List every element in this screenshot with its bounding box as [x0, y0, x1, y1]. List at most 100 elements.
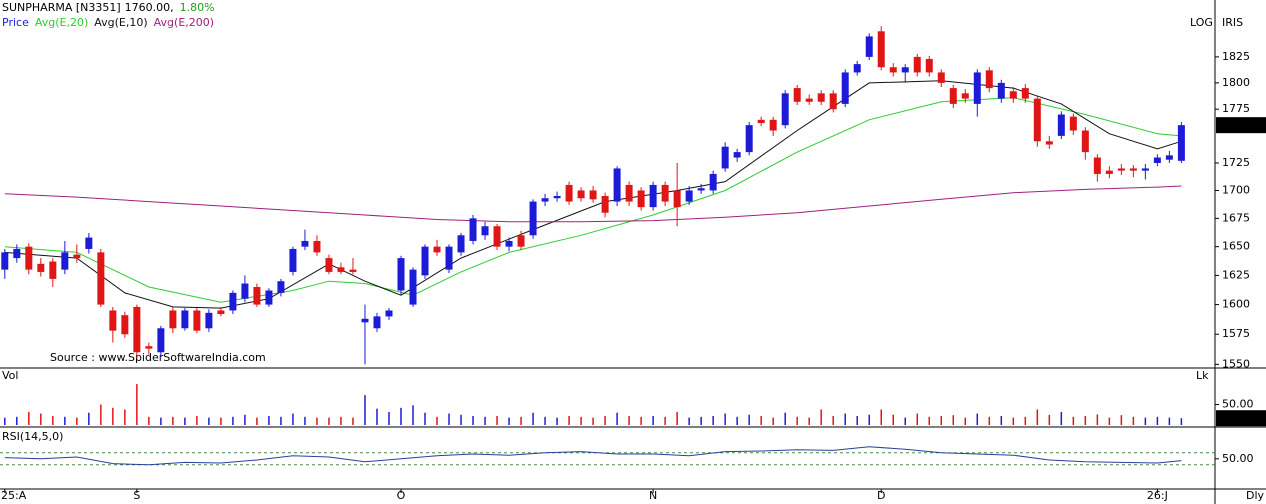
candle-body [541, 198, 549, 202]
last-volume-tag [1216, 410, 1266, 427]
candle-body [1045, 141, 1053, 145]
candle-body [985, 70, 993, 89]
candle-body [1093, 157, 1101, 174]
candle-body [781, 93, 789, 126]
y-tick-label: 1625 [1222, 268, 1250, 281]
candle-body [493, 226, 501, 247]
candle-body [457, 235, 465, 253]
candle-body [1021, 88, 1029, 99]
candle-body [409, 269, 417, 305]
candle-body [961, 93, 969, 99]
candle-body [733, 152, 741, 158]
rsi-line [4, 446, 1182, 466]
candle-body [445, 246, 453, 270]
y-tick-label: 1800 [1222, 76, 1250, 89]
candle-body [289, 248, 297, 272]
candle-body [397, 258, 405, 291]
candle-body [805, 98, 813, 102]
candle-body [697, 188, 705, 191]
candle-body [229, 292, 237, 311]
last-volume-label: 16.59 [1219, 412, 1251, 425]
legend-entry: Avg(E,10) [94, 16, 147, 29]
x-tick-label: N [649, 489, 657, 502]
candle-body [793, 88, 801, 102]
candle-body [49, 261, 57, 279]
candle-body [1069, 116, 1077, 131]
candle-body [661, 184, 669, 202]
legend-entry: Avg(E,200) [154, 16, 214, 29]
candle-body [673, 190, 681, 208]
candle-body [1057, 114, 1065, 136]
candle-body [253, 287, 261, 305]
candle-body [265, 290, 273, 305]
candle-body [1033, 98, 1041, 142]
period-label: Dly [1246, 489, 1265, 502]
candle-body [685, 190, 693, 202]
last-price-label: 1760.00 [1219, 119, 1265, 132]
symbol: SUNPHARMA [N3351] [2, 1, 121, 14]
panel-label: Vol [2, 369, 18, 382]
candle-body [565, 184, 573, 202]
x-tick-label: S [133, 489, 140, 502]
candle-body [61, 252, 69, 270]
price: 1760.00, [125, 1, 174, 14]
candle-body [373, 316, 381, 329]
candle-body [1165, 155, 1173, 160]
y-tick-label: 1825 [1222, 50, 1250, 63]
candle-body [1081, 130, 1089, 153]
x-tick-label: O [397, 489, 406, 502]
candle-body [877, 31, 885, 68]
candle-body [121, 315, 129, 335]
y-tick-label: 1600 [1222, 298, 1250, 311]
candle-body [973, 72, 981, 104]
y-tick-label: 1700 [1222, 183, 1250, 196]
candle-body [709, 173, 717, 191]
candle-body [589, 190, 597, 200]
y-tick-label: 1575 [1222, 327, 1250, 340]
moving-average [4, 185, 1182, 223]
y-tick-label: 50.00 [1222, 452, 1254, 465]
candle-body [1, 252, 9, 270]
candle-body [181, 310, 189, 329]
candle-body [889, 67, 897, 73]
y-tick-label: 1775 [1222, 102, 1250, 115]
x-tick-label: 25:A [1, 489, 27, 502]
y-tick-label: 1725 [1222, 156, 1250, 169]
candle-body [769, 119, 777, 131]
candle-body [109, 310, 117, 331]
y-tick-label: 1650 [1222, 240, 1250, 253]
candle-body [13, 248, 21, 259]
candle-body [829, 93, 837, 110]
candle-body [205, 312, 213, 329]
candle-body [553, 196, 561, 199]
candle-body [505, 240, 513, 247]
candle-body [901, 67, 909, 73]
candle-body [1117, 168, 1125, 171]
candle-body [517, 235, 525, 247]
panel-label: RSI(14,5,0) [2, 430, 63, 443]
chart-header: SUNPHARMA [N3351] 1760.00, 1.80% [2, 1, 215, 14]
change: 1.80% [180, 1, 215, 14]
candle-body [625, 184, 633, 202]
candle-body [601, 196, 609, 213]
candle-body [157, 328, 165, 353]
candle-body [325, 258, 333, 272]
unit-label: Lk [1196, 369, 1209, 382]
source: Source : www.SpiderSoftwareIndia.com [50, 351, 266, 364]
legend: Price Avg(E,20) Avg(E,10) Avg(E,200) [2, 16, 214, 29]
candle-body [853, 64, 861, 73]
candle-body [385, 310, 393, 317]
candle-body [469, 218, 477, 241]
candle-body [1141, 168, 1149, 171]
candle-body [913, 56, 921, 73]
candle-body [433, 246, 441, 253]
candle-body [649, 184, 657, 208]
candle-body [997, 82, 1005, 99]
last-price-tag [1216, 117, 1266, 134]
y-tick-label: 1675 [1222, 211, 1250, 224]
candle-body [85, 237, 93, 249]
candle-body [97, 252, 105, 305]
candle-body [361, 318, 369, 323]
